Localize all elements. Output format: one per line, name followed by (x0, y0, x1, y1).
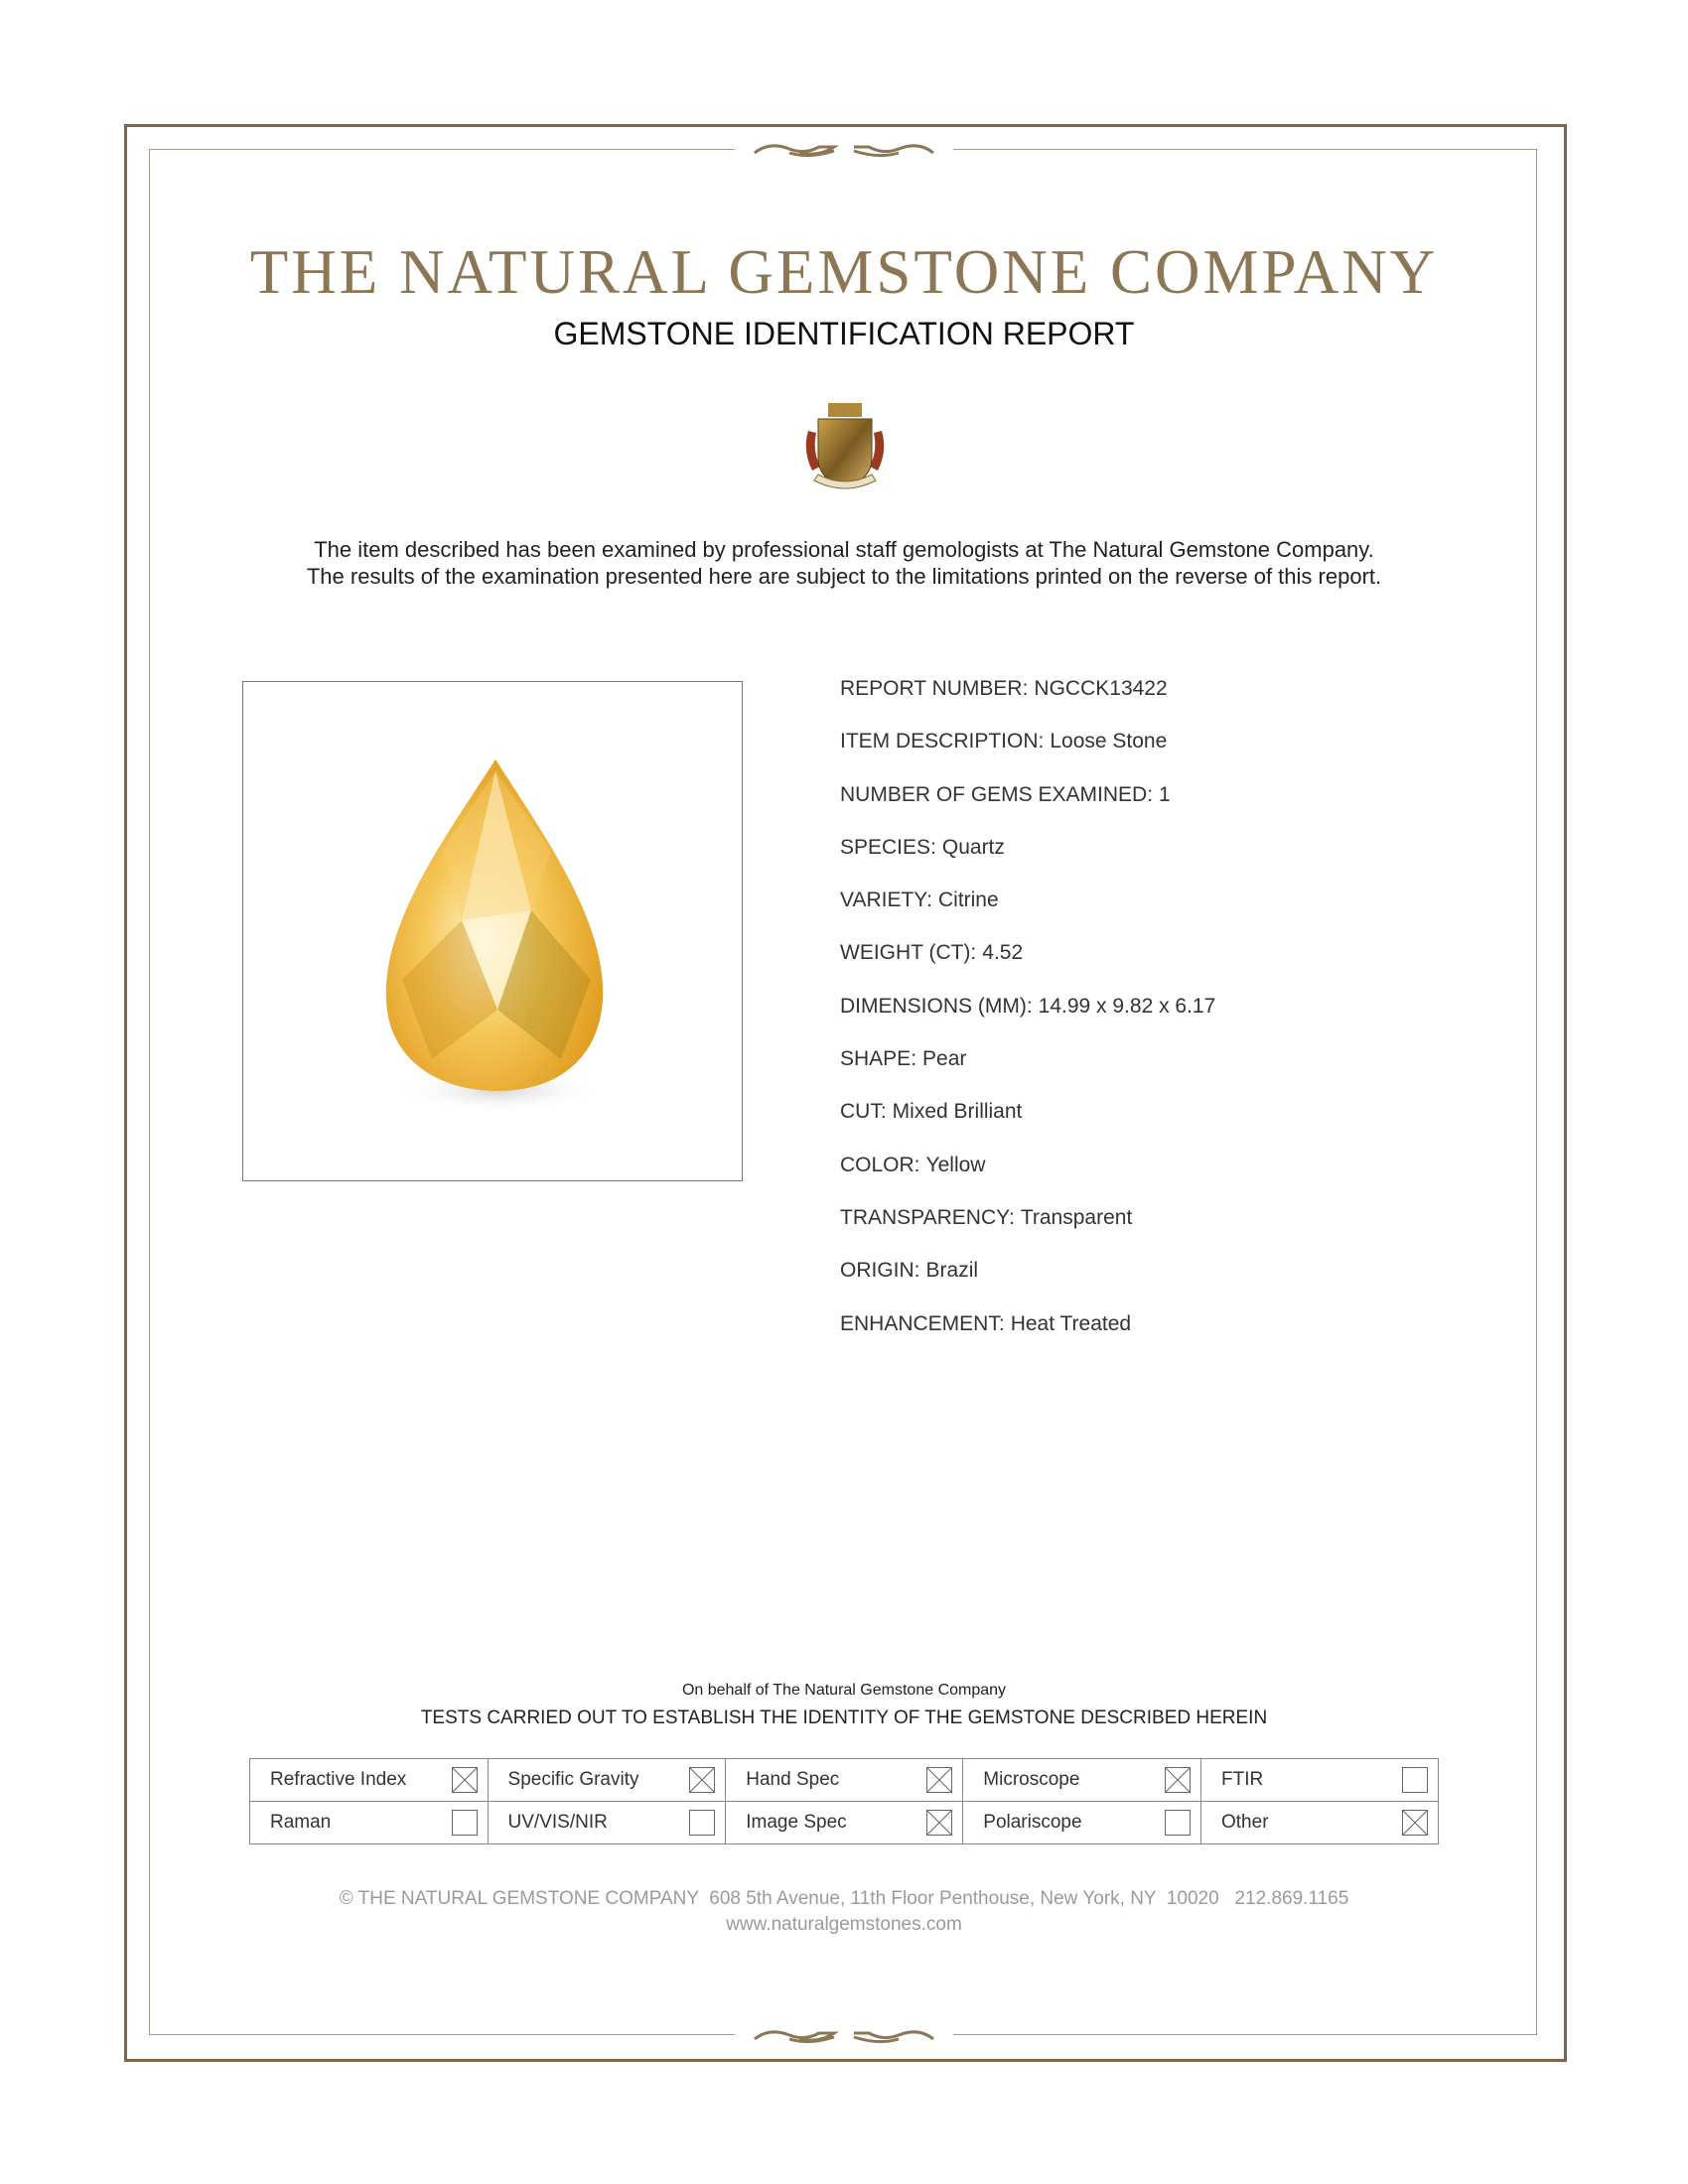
field-label: ENHANCEMENT: (840, 1311, 1005, 1335)
test-label: Microscope (983, 1769, 1080, 1790)
outer-border (124, 124, 1567, 2062)
checked-checkbox[interactable] (689, 1767, 716, 1793)
field-value: Mixed Brilliant (892, 1100, 1023, 1124)
field-value: Quartz (941, 835, 1005, 859)
field-label: REPORT NUMBER: (840, 677, 1029, 700)
field-value: Loose Stone (1050, 730, 1168, 753)
field-label: VARIETY: (840, 888, 932, 912)
field-row: DIMENSIONS (MM): 14.99 x 9.82 x 6.17 (840, 995, 1215, 1047)
on-behalf-text: On behalf of The Natural Gemstone Compan… (681, 1682, 1007, 1699)
checked-checkbox[interactable] (451, 1767, 478, 1793)
intro-text: The item described has been examined by … (0, 536, 1688, 590)
field-label: TRANSPARENCY: (840, 1205, 1015, 1229)
field-label: SHAPE: (840, 1047, 917, 1071)
test-cell: Refractive Index (249, 1758, 489, 1802)
field-value: Brazil (925, 1259, 979, 1283)
company-title: THE NATURAL GEMSTONE COMPANY (249, 237, 1439, 307)
field-label: WEIGHT (CT): (840, 941, 977, 965)
checked-checkbox[interactable] (926, 1810, 953, 1836)
crest-logo-icon (805, 403, 885, 489)
field-value: 1 (1159, 782, 1171, 806)
field-value: 4.52 (982, 941, 1024, 965)
unchecked-checkbox[interactable] (1165, 1810, 1191, 1836)
tests-heading: TESTS CARRIED OUT TO ESTABLISH THE IDENT… (420, 1707, 1268, 1728)
field-label: NUMBER OF GEMS EXAMINED: (840, 782, 1154, 806)
test-label: Specific Gravity (507, 1769, 639, 1790)
field-row: ENHANCEMENT: Heat Treated (840, 1312, 1215, 1365)
ornament-top-icon (735, 135, 953, 165)
field-label: SPECIES: (840, 835, 936, 859)
unchecked-checkbox[interactable] (689, 1810, 716, 1836)
unchecked-checkbox[interactable] (1402, 1767, 1428, 1793)
test-label: Hand Spec (746, 1769, 840, 1790)
field-row: TRANSPARENCY: Transparent (840, 1206, 1215, 1259)
field-row: ITEM DESCRIPTION: Loose Stone (840, 730, 1215, 782)
test-label: Refractive Index (270, 1769, 407, 1790)
test-cell: Other (1200, 1801, 1439, 1844)
test-cell: Hand Spec (725, 1758, 964, 1802)
footer-address: © THE NATURAL GEMSTONE COMPANY 608 5th A… (339, 1888, 1349, 1909)
field-value: NGCCK13422 (1034, 677, 1168, 700)
tests-table: Refractive Index Specific Gravity Hand Spe… (249, 1758, 1439, 1844)
test-label: FTIR (1221, 1769, 1264, 1790)
checked-checkbox[interactable] (926, 1767, 953, 1793)
unchecked-checkbox[interactable] (451, 1810, 478, 1836)
field-row: SPECIES: Quartz (840, 836, 1215, 888)
intro-line-2: The results of the examination presented… (306, 564, 1382, 589)
test-label: Image Spec (746, 1812, 847, 1833)
test-label: UV/VIS/NIR (507, 1812, 608, 1833)
test-label: Other (1221, 1812, 1269, 1833)
pear-gemstone-image (385, 759, 604, 1113)
field-value: Yellow (925, 1153, 986, 1176)
test-label: Polariscope (983, 1812, 1082, 1833)
field-label: CUT: (840, 1100, 887, 1124)
test-cell: Image Spec (725, 1801, 964, 1844)
test-label: Raman (270, 1812, 332, 1833)
field-row: WEIGHT (CT): 4.52 (840, 941, 1215, 994)
field-value: 14.99 x 9.82 x 6.17 (1038, 994, 1216, 1018)
field-value: Heat Treated (1010, 1311, 1132, 1335)
field-value: Citrine (937, 888, 999, 912)
field-row: COLOR: Yellow (840, 1154, 1215, 1206)
report-title: GEMSTONE IDENTIFICATION REPORT (553, 316, 1135, 351)
tests-row: Raman UV/VIS/NIR Image Spec Polariscope Othe… (249, 1801, 1439, 1844)
checked-checkbox[interactable] (1165, 1767, 1191, 1793)
gem-details: REPORT NUMBER: NGCCK13422 ITEM DESCRIPTION… (840, 677, 1215, 1365)
field-row: SHAPE: Pear (840, 1047, 1215, 1100)
test-cell: Microscope (962, 1758, 1201, 1802)
field-value: Pear (922, 1047, 967, 1071)
field-row: VARIETY: Citrine (840, 888, 1215, 941)
footer-website: www.naturalgemstones.com (726, 1914, 962, 1935)
tests-row: Refractive Index Specific Gravity Hand Spe… (249, 1758, 1439, 1802)
field-label: ITEM DESCRIPTION: (840, 730, 1045, 753)
test-cell: Specific Gravity (487, 1758, 727, 1802)
gemstone-photo (242, 681, 743, 1181)
ornament-bottom-icon (735, 2021, 953, 2051)
test-cell: Raman (249, 1801, 489, 1844)
field-label: ORIGIN: (840, 1259, 920, 1283)
field-label: COLOR: (840, 1153, 920, 1176)
field-row: REPORT NUMBER: NGCCK13422 (840, 677, 1215, 730)
field-label: DIMENSIONS (MM): (840, 994, 1033, 1018)
footer: © THE NATURAL GEMSTONE COMPANY 608 5th A… (0, 1886, 1688, 1938)
test-cell: Polariscope (962, 1801, 1201, 1844)
test-cell: UV/VIS/NIR (487, 1801, 727, 1844)
field-value: Transparent (1020, 1205, 1133, 1229)
intro-line-1: The item described has been examined by … (314, 537, 1374, 562)
test-cell: FTIR (1200, 1758, 1439, 1802)
field-row: NUMBER OF GEMS EXAMINED: 1 (840, 783, 1215, 836)
field-row: ORIGIN: Brazil (840, 1259, 1215, 1311)
field-row: CUT: Mixed Brilliant (840, 1100, 1215, 1153)
checked-checkbox[interactable] (1402, 1810, 1428, 1836)
